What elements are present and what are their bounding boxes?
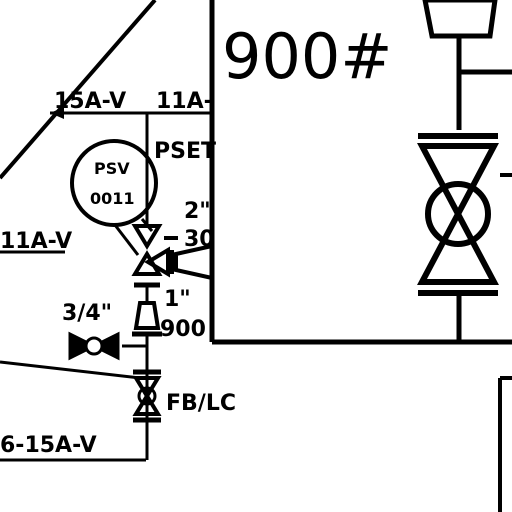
psv-spring — [140, 218, 154, 232]
big-valve-top-icon — [417, 143, 499, 221]
line-label-left: 11A-V — [0, 229, 72, 254]
size-2in-label: 2" — [184, 199, 211, 224]
size-30-label: 30 — [184, 227, 215, 252]
big-valve-bottom-icon — [417, 207, 499, 285]
lower-diagonal-line — [0, 360, 141, 380]
rating-small-label: 900 — [160, 317, 206, 342]
ball-valve-bottom-icon — [132, 392, 162, 416]
drain-valve-left-icon — [68, 331, 98, 361]
psv-leader-line — [113, 224, 140, 256]
valve-mode-label: FB/LC — [166, 391, 236, 416]
psv-tag-line2: 0011 — [90, 189, 135, 208]
psv-valve-top — [131, 224, 163, 250]
rating-label: 900# — [222, 20, 392, 93]
reducer-icon — [174, 243, 214, 281]
ball-valve-ball-icon — [137, 386, 157, 406]
psv-tag-line1: PSV — [94, 159, 130, 178]
ball-valve-top-icon — [132, 376, 162, 400]
diagonal-line — [0, 0, 157, 180]
inlet-reducer-icon — [133, 301, 161, 330]
size-1in-label: 1" — [164, 287, 191, 312]
size-3-4in-label: 3/4" — [62, 301, 112, 326]
line-label-top-left: 15A-V — [54, 89, 126, 114]
setpoint-label: PSET — [154, 139, 216, 164]
psv-outlet-triangle — [144, 246, 170, 278]
big-valve-ball-icon — [425, 181, 491, 247]
top-reducer-icon — [422, 0, 498, 39]
line-label-bottom: 6-15A-V — [0, 433, 97, 458]
drain-valve-right-icon — [90, 331, 120, 361]
drain-valve-ball-icon — [84, 336, 104, 356]
line-label-top-right: 11A- — [156, 89, 213, 114]
flow-arrow-icon — [50, 107, 64, 119]
psv-tag-bubble — [70, 139, 158, 227]
